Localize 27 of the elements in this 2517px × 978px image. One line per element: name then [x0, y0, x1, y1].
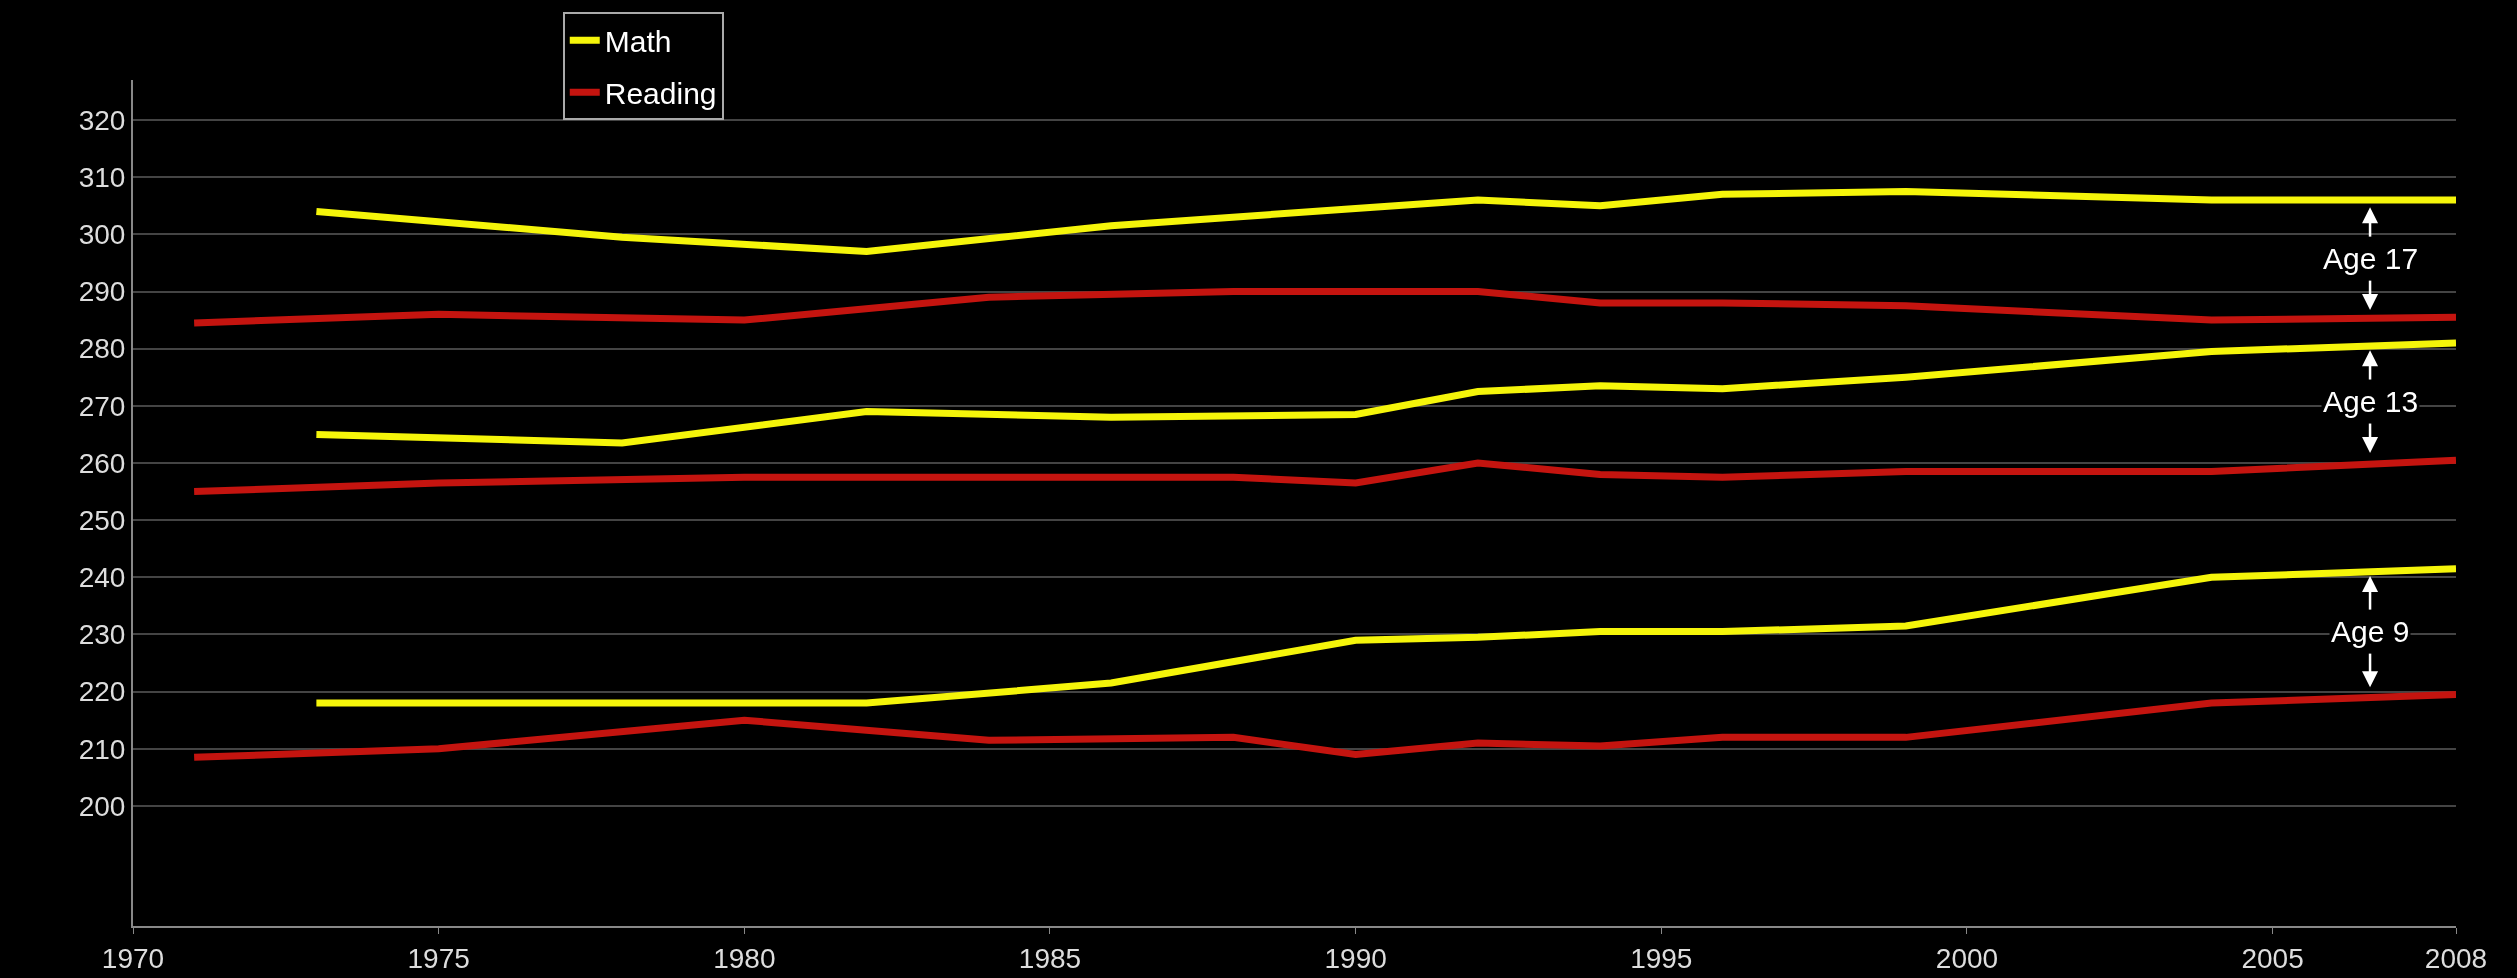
y-tick-label: 310 — [78, 161, 126, 193]
x-tick-label: 2008 — [2424, 942, 2488, 974]
y-tick-label: 200 — [78, 790, 126, 822]
y-tick-label: 230 — [78, 619, 126, 651]
y-tick-label: 260 — [78, 447, 126, 479]
y-tick-label: 270 — [78, 390, 126, 422]
annotation: Age 17 — [2323, 242, 2419, 275]
y-tick-label: 290 — [78, 276, 126, 308]
legend-label: Reading — [604, 77, 717, 111]
x-tick-label: 2000 — [1935, 942, 1999, 974]
y-tick-label: 240 — [78, 562, 126, 594]
x-tick-label: 2005 — [2241, 942, 2304, 974]
x-tick-label: 1985 — [1018, 942, 1082, 974]
y-tick-label: 210 — [78, 733, 126, 765]
x-tick-label: 1970 — [101, 942, 165, 974]
y-tick-label: 220 — [78, 676, 126, 708]
y-tick-label: 320 — [78, 104, 126, 136]
y-tick-label: 280 — [78, 333, 126, 365]
annotation: Age 13 — [2323, 385, 2419, 418]
annotation: Age 9 — [2331, 615, 2410, 648]
y-tick-label: 300 — [78, 219, 126, 251]
x-tick-label: 1980 — [713, 942, 776, 974]
x-tick-label: 1990 — [1324, 942, 1387, 974]
legend-label: Math — [604, 25, 672, 59]
y-tick-label: 250 — [78, 504, 126, 536]
x-tick-label: 1975 — [407, 942, 470, 974]
x-tick-label: 1995 — [1630, 942, 1693, 974]
